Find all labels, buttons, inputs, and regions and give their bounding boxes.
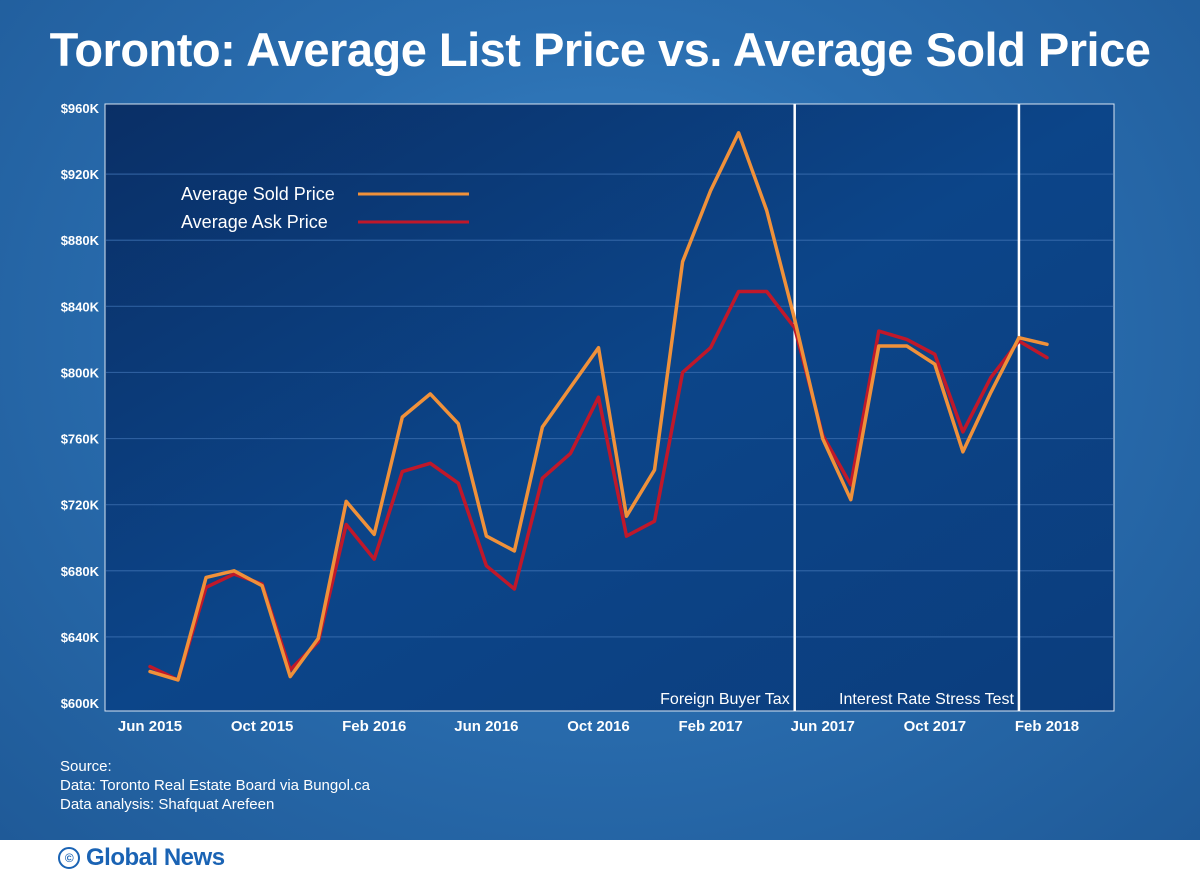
x-tick-label: Jun 2015 bbox=[118, 718, 182, 735]
legend-label: Average Ask Price bbox=[181, 212, 328, 232]
brand-name: Global News bbox=[86, 844, 225, 871]
annotations: Foreign Buyer Tax Interest Rate Stress Te… bbox=[660, 104, 1021, 711]
source-data-line: Data: Toronto Real Estate Board via Bung… bbox=[60, 777, 370, 794]
brand-logo[interactable]: © Global News bbox=[58, 844, 225, 872]
line-chart: $600K $640K $680K $720K $760K $800K $840K $880K… bbox=[61, 101, 1115, 735]
y-tick-label: $880K bbox=[61, 233, 100, 248]
x-tick-label: Oct 2016 bbox=[567, 718, 630, 735]
y-tick-label: $640K bbox=[61, 630, 100, 645]
y-tick-label: $720K bbox=[61, 498, 100, 513]
x-tick-label: Oct 2017 bbox=[904, 718, 967, 735]
series-line-ask bbox=[148, 289, 1049, 682]
annotation-label: Interest Rate Stress Test bbox=[839, 691, 1014, 708]
y-tick-label: $760K bbox=[61, 432, 100, 447]
source-heading: Source: bbox=[60, 758, 112, 775]
x-tick-label: Feb 2017 bbox=[678, 718, 742, 735]
y-tick-label: $800K bbox=[61, 365, 100, 380]
legend-label: Average Sold Price bbox=[181, 184, 335, 204]
legend: Average Sold Price Average Ask Price bbox=[181, 184, 469, 232]
x-tick-label: Jun 2016 bbox=[454, 718, 518, 735]
copyright-icon: © bbox=[58, 847, 80, 869]
source-analysis-line: Data analysis: Shafquat Arefeen bbox=[60, 796, 275, 813]
page-title: Toronto: Average List Price vs. Average … bbox=[49, 23, 1151, 76]
y-tick-label: $840K bbox=[61, 299, 100, 314]
footer-bar: © Global News bbox=[0, 840, 1200, 877]
series-line-sold bbox=[148, 131, 1049, 682]
x-tick-label: Feb 2016 bbox=[342, 718, 406, 735]
y-tick-label: $920K bbox=[61, 167, 100, 182]
x-tick-label: Feb 2018 bbox=[1015, 718, 1079, 735]
y-tick-label: $680K bbox=[61, 564, 100, 579]
y-tick-label: $960K bbox=[61, 101, 100, 116]
source-note: Source: Data: Toronto Real Estate Board … bbox=[60, 757, 370, 814]
annotation-label: Foreign Buyer Tax bbox=[660, 691, 790, 708]
x-tick-label: Oct 2015 bbox=[231, 718, 294, 735]
x-tick-label: Jun 2017 bbox=[791, 718, 855, 735]
series-lines bbox=[148, 131, 1049, 682]
x-axis: Jun 2015 Oct 2015 Feb 2016 Jun 2016 Oct 2016… bbox=[118, 718, 1079, 735]
y-tick-label: $600K bbox=[61, 696, 100, 711]
gridlines bbox=[106, 173, 1113, 638]
y-axis: $600K $640K $680K $720K $760K $800K $840K $880K… bbox=[61, 101, 100, 711]
